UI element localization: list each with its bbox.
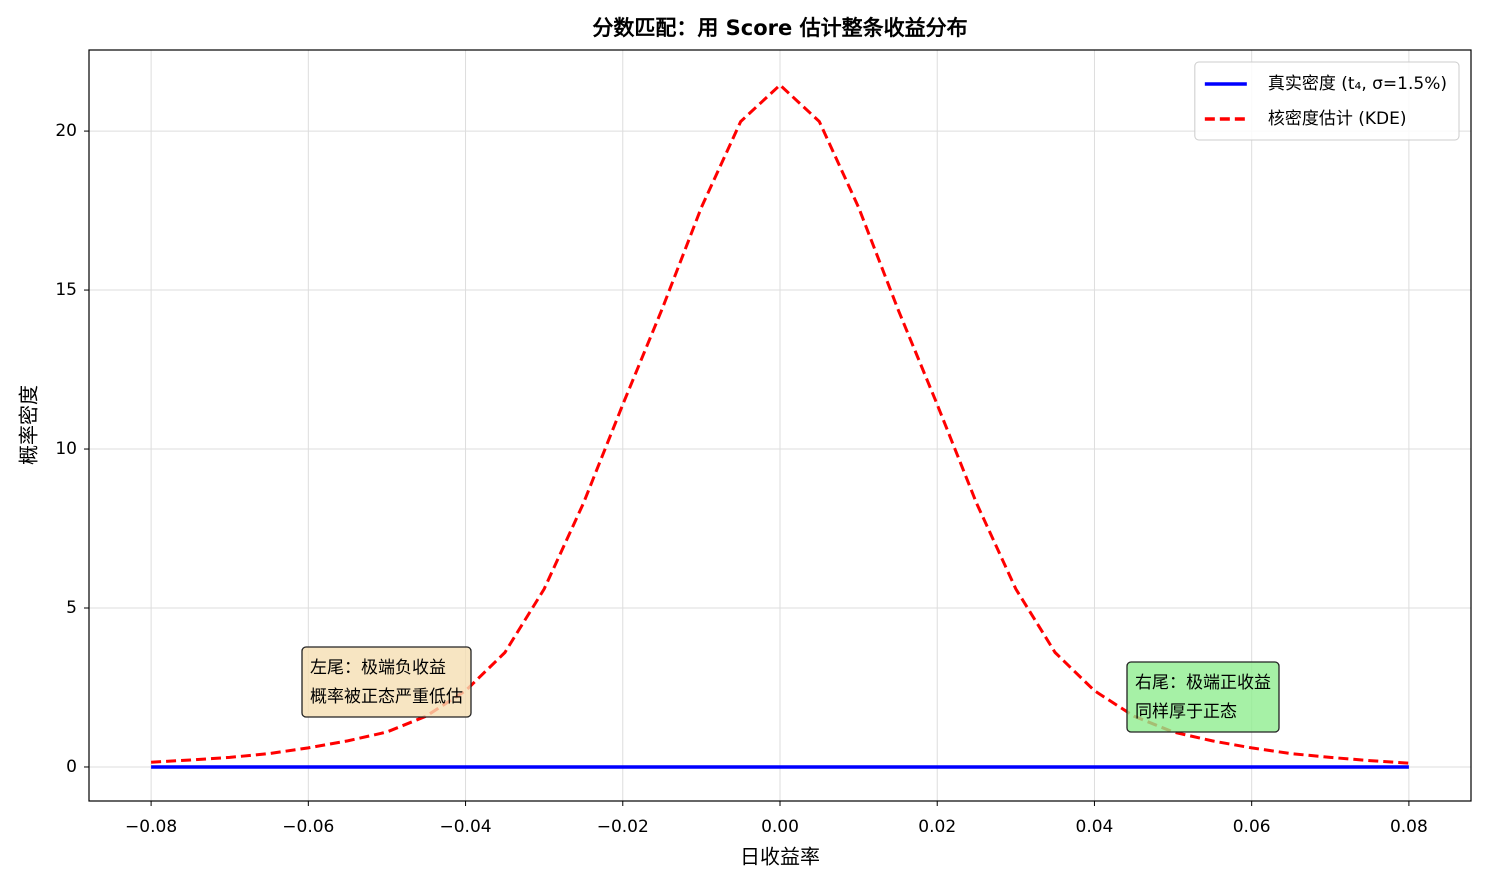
- y-tick-label: 10: [55, 439, 77, 459]
- plot-frame: [88, 49, 1472, 802]
- y-tick-label: 20: [55, 121, 77, 141]
- x-tick-label: −0.08: [125, 817, 177, 837]
- x-tick-label: 0.04: [1076, 817, 1114, 837]
- x-tick-label: −0.04: [439, 817, 491, 837]
- y-tick-label: 5: [66, 598, 77, 618]
- x-tick-label: −0.02: [597, 817, 649, 837]
- annotation-text: 同样厚于正态: [1135, 702, 1237, 722]
- series-line: [151, 82, 1409, 765]
- annotation-text: 右尾：极端正收益: [1135, 673, 1271, 693]
- annotation-text: 概率被正态严重低估: [310, 687, 463, 707]
- legend-label: 真实密度 (t₄, σ=1.5%): [1268, 74, 1447, 94]
- x-tick-label: 0.02: [918, 817, 956, 837]
- x-tick-label: 0.08: [1390, 817, 1428, 837]
- annotation-box: [1126, 661, 1280, 733]
- x-tick-label: 0.00: [761, 817, 799, 837]
- annotation-text: 左尾：极端负收益: [310, 658, 446, 678]
- x-axis-label: 日收益率: [740, 845, 820, 869]
- legend: 真实密度 (t₄, σ=1.5%) 核密度估计 (KDE): [1194, 61, 1460, 141]
- x-tick-label: 0.06: [1233, 817, 1271, 837]
- y-tick-label: 15: [55, 280, 77, 300]
- y-axis-label: 概率密度: [17, 385, 41, 465]
- y-tick-label: 0: [66, 757, 77, 777]
- x-tick-label: −0.06: [282, 817, 334, 837]
- legend-label: 核密度估计 (KDE): [1268, 109, 1407, 129]
- legend-box: [1194, 61, 1460, 141]
- chart-title: 分数匹配：用 Score 估计整条收益分布: [592, 16, 967, 40]
- annotation-box: [301, 646, 472, 718]
